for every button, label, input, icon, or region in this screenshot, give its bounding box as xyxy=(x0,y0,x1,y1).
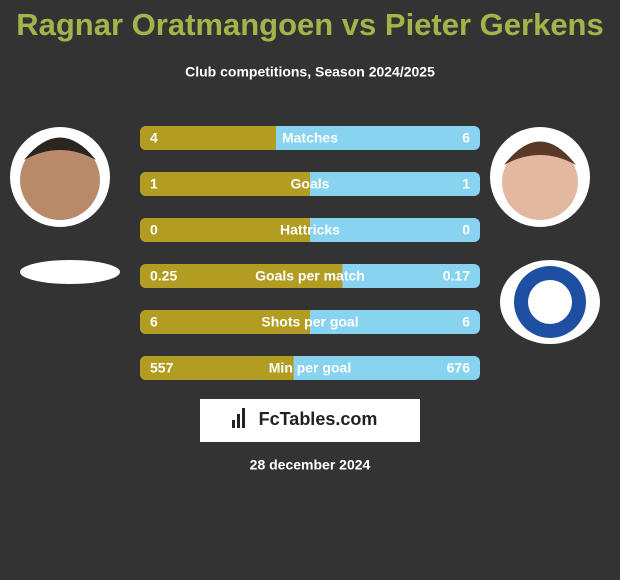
category-label: Goals per match xyxy=(255,268,365,284)
club-logo-left xyxy=(20,260,120,284)
brand-box xyxy=(200,399,420,442)
bar-left xyxy=(140,218,310,242)
club-logo-right-inner xyxy=(528,280,572,324)
category-label: Hattricks xyxy=(280,222,340,238)
value-right: 0 xyxy=(462,222,470,238)
brand: FcTables.com xyxy=(259,409,378,429)
bar-left xyxy=(140,264,343,288)
value-right: 0.17 xyxy=(443,268,470,284)
bar-left xyxy=(140,356,294,380)
bar-left xyxy=(140,126,276,150)
category-label: Matches xyxy=(282,130,338,146)
player-face-left xyxy=(20,140,100,220)
value-right: 6 xyxy=(462,314,470,330)
bar-left xyxy=(140,172,310,196)
chart-subtitle: Club competitions, Season 2024/2025 xyxy=(185,64,435,80)
category-label: Goals xyxy=(291,176,330,192)
value-left: 4 xyxy=(150,130,158,146)
player-hair-right xyxy=(504,141,576,165)
value-left: 557 xyxy=(150,360,174,376)
value-right: 676 xyxy=(447,360,471,376)
brand-icon xyxy=(242,408,245,428)
bars: 4 6 Matches 1 1 Goals 0 0 Hattricks 0.25 0.17 Goals… xyxy=(140,126,480,380)
date: 28 december 2024 xyxy=(250,457,371,473)
category-label: Min per goal xyxy=(269,360,351,376)
value-left: 1 xyxy=(150,176,158,192)
value-left: 0.25 xyxy=(150,268,177,284)
value-left: 6 xyxy=(150,314,158,330)
chart-title: Ragnar Oratmangoen vs Pieter Gerkens xyxy=(16,7,604,42)
value-right: 6 xyxy=(462,130,470,146)
value-left: 0 xyxy=(150,222,158,238)
player-hair-left xyxy=(24,137,96,160)
brand-icon xyxy=(237,414,240,428)
value-right: 1 xyxy=(462,176,470,192)
category-label: Shots per goal xyxy=(261,314,358,330)
player-face-right xyxy=(502,144,578,220)
bar-left xyxy=(140,310,310,334)
brand-icon xyxy=(232,420,235,428)
